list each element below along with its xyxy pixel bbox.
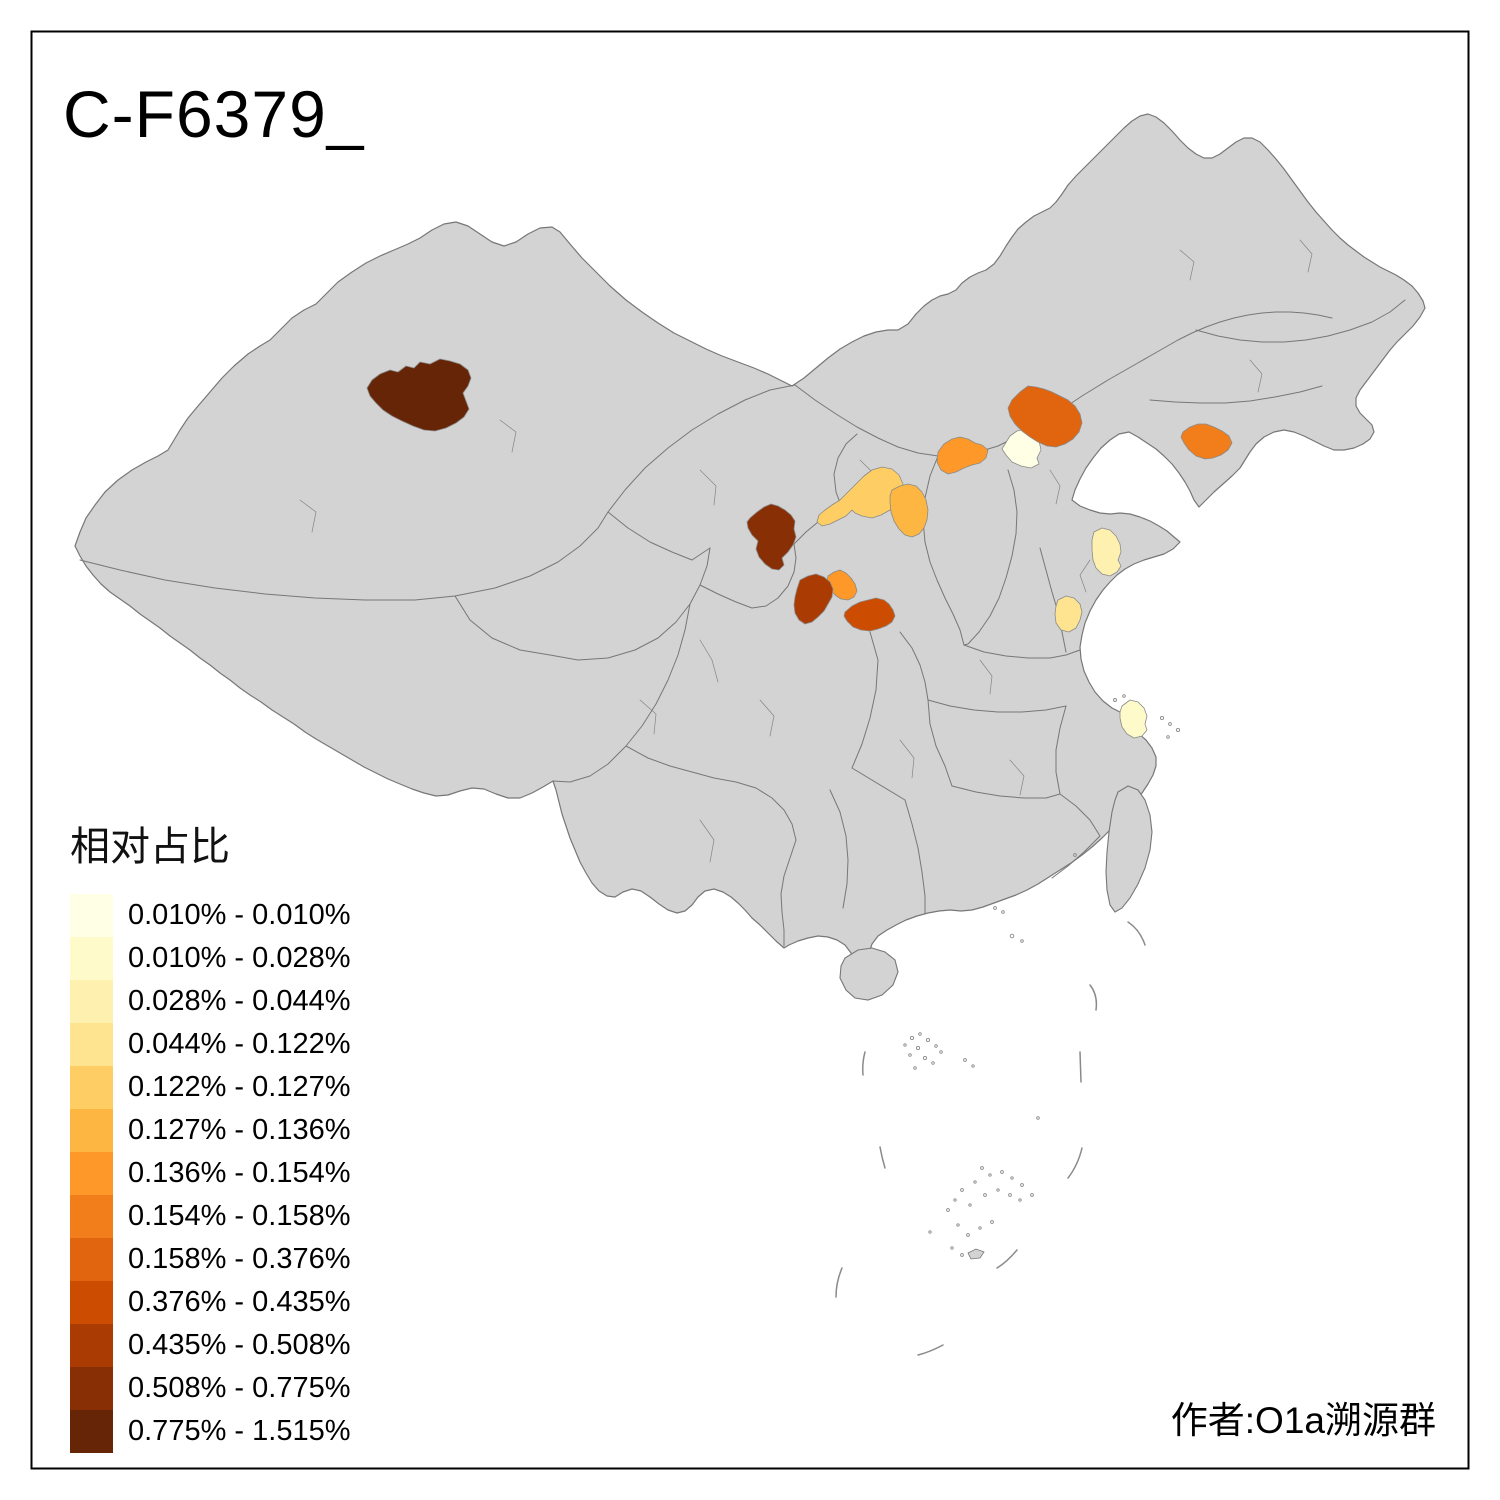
legend-label: 0.775% - 1.515%: [128, 1415, 351, 1447]
legend-items: 0.010% - 0.010% 0.010% - 0.028% 0.028% - 0…: [70, 894, 350, 1453]
map-region: [1091, 527, 1122, 577]
legend-item: 0.158% - 0.376%: [70, 1238, 350, 1281]
legend-swatch: [70, 980, 113, 1023]
map-region: [1007, 385, 1083, 448]
legend-item: 0.028% - 0.044%: [70, 980, 350, 1023]
legend: 相对占比 0.010% - 0.010% 0.010% - 0.028% 0.028…: [70, 814, 350, 1453]
legend-item: 0.127% - 0.136%: [70, 1109, 350, 1152]
legend-swatch: [70, 1066, 113, 1109]
legend-item: 0.154% - 0.158%: [70, 1195, 350, 1238]
nine-dash-line: [835, 921, 1146, 1356]
legend-label: 0.044% - 0.122%: [128, 1028, 351, 1060]
legend-item: 0.435% - 0.508%: [70, 1324, 350, 1367]
map-region: [746, 503, 797, 571]
colored-regions: [366, 358, 1233, 739]
legend-title: 相对占比: [70, 825, 230, 869]
taiwan-island: [1105, 785, 1153, 913]
island-dots: [903, 694, 1181, 1257]
legend-label: 0.376% - 0.435%: [128, 1286, 351, 1318]
legend-label: 0.136% - 0.154%: [128, 1157, 351, 1189]
map-region: [1119, 699, 1148, 739]
legend-swatch: [70, 1238, 113, 1281]
legend-swatch: [70, 894, 113, 937]
legend-item: 0.775% - 1.515%: [70, 1410, 350, 1453]
legend-swatch: [70, 1324, 113, 1367]
hainan-island: [839, 947, 899, 1001]
legend-swatch: [70, 1281, 113, 1324]
legend-item: 0.010% - 0.010%: [70, 894, 350, 937]
legend-label: 0.127% - 0.136%: [128, 1114, 351, 1146]
plot-frame: [30, 30, 1470, 1470]
legend-item: 0.508% - 0.775%: [70, 1367, 350, 1410]
map-region: [936, 436, 989, 475]
legend-item: 0.010% - 0.028%: [70, 937, 350, 980]
map-title: C-F6379_: [63, 77, 365, 151]
map-region: [1001, 428, 1042, 469]
map-region: [889, 483, 929, 538]
legend-swatch: [70, 1023, 113, 1066]
map-region: [1054, 595, 1083, 633]
legend-label: 0.010% - 0.028%: [128, 942, 351, 974]
map-region: [366, 358, 472, 432]
legend-label: 0.435% - 0.508%: [128, 1329, 351, 1361]
map-region: [843, 597, 896, 632]
legend-label: 0.010% - 0.010%: [128, 899, 351, 931]
province-borders: [79, 299, 1406, 947]
legend-item: 0.136% - 0.154%: [70, 1152, 350, 1195]
legend-swatch: [70, 937, 113, 980]
map-region: [793, 573, 834, 625]
legend-label: 0.158% - 0.376%: [128, 1243, 351, 1275]
legend-swatch: [70, 1195, 113, 1238]
attribution-text: 作者:O1a溯源群: [1170, 1400, 1436, 1441]
legend-swatch: [70, 1410, 113, 1453]
legend-label: 0.508% - 0.775%: [128, 1372, 351, 1404]
china-mainland-outline: [74, 113, 1426, 988]
map-region: [1180, 423, 1233, 460]
legend-swatch: [70, 1109, 113, 1152]
legend-item: 0.044% - 0.122%: [70, 1023, 350, 1066]
legend-item: 0.122% - 0.127%: [70, 1066, 350, 1109]
legend-label: 0.028% - 0.044%: [128, 985, 351, 1017]
islet: [967, 1248, 985, 1260]
legend-label: 0.122% - 0.127%: [128, 1071, 351, 1103]
legend-label: 0.154% - 0.158%: [128, 1200, 351, 1232]
legend-item: 0.376% - 0.435%: [70, 1281, 350, 1324]
legend-swatch: [70, 1152, 113, 1195]
map-region: [816, 466, 904, 527]
legend-swatch: [70, 1367, 113, 1410]
